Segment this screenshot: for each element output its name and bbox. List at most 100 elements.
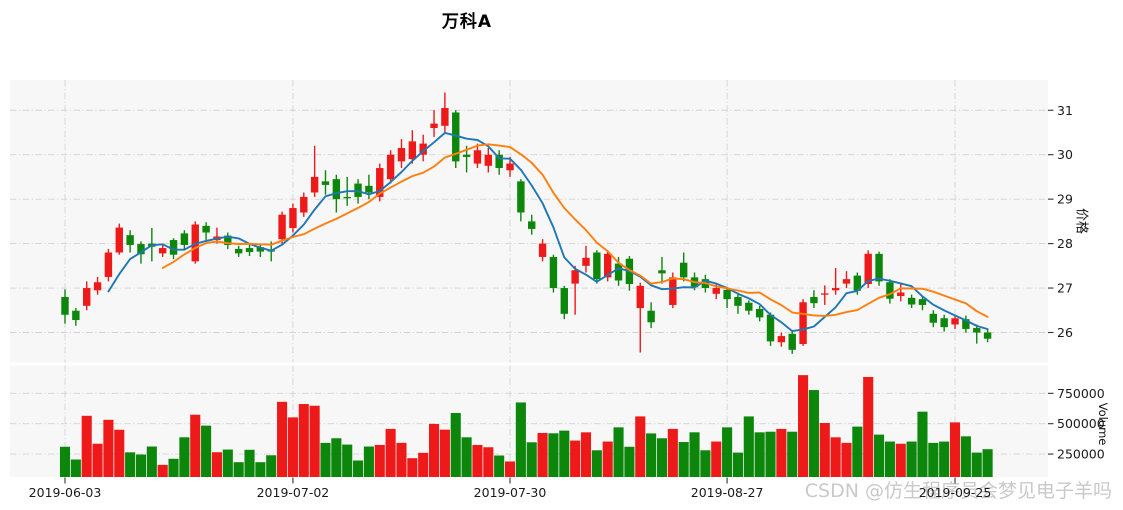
volume-bar (548, 433, 559, 477)
x-tick-label: 2019-07-30 (474, 485, 547, 500)
candle-body (582, 257, 590, 266)
candle-body (365, 185, 373, 193)
volume-bar (385, 428, 396, 477)
watermark: CSDN @仿生程序员会梦见电子羊吗 (805, 480, 1112, 502)
candle-body (907, 297, 916, 305)
volume-bar (917, 411, 928, 477)
volume-bar (537, 432, 548, 477)
volume-bar (70, 459, 81, 477)
volume-bar (222, 449, 233, 477)
candle-body (495, 154, 503, 169)
volume-bar (363, 446, 374, 477)
candle-body (636, 285, 644, 309)
volume-bar (450, 413, 461, 477)
volume-bar (146, 446, 157, 477)
volume-bar (428, 423, 440, 477)
x-tick-label: 2019-06-03 (29, 485, 102, 500)
volume-bar (808, 390, 819, 477)
volume-bar (874, 434, 885, 477)
volume-bar (494, 455, 505, 477)
price-tick-label: 29 (1057, 192, 1073, 207)
candle-body (647, 310, 655, 323)
candle-body (158, 248, 167, 254)
price-tick-label: 31 (1057, 103, 1073, 118)
candle-body (604, 253, 612, 278)
candle-body (549, 256, 558, 289)
volume-bar (971, 452, 982, 477)
candle-body (734, 296, 742, 306)
candle-body (452, 112, 460, 162)
price-axis-title: 价格 (1073, 207, 1089, 235)
chart-title: 万科A (441, 12, 493, 32)
volume-bar (863, 376, 874, 477)
volume-bar (841, 442, 852, 477)
candle-body (137, 244, 145, 255)
volume-tick-label: 500000 (1057, 416, 1105, 431)
candle-body (332, 179, 341, 200)
volume-bar (884, 441, 895, 477)
candle-body (506, 163, 514, 171)
volume-bar (266, 455, 277, 477)
volume-bar (765, 431, 776, 477)
volume-bar (320, 442, 331, 477)
candle-body (538, 243, 547, 257)
candle-body (224, 235, 232, 245)
volume-bar (201, 425, 212, 477)
candle-body (755, 308, 764, 318)
candle-body (777, 336, 786, 343)
candle-body (169, 240, 178, 255)
candle-body (875, 253, 883, 282)
volume-bar (59, 446, 71, 477)
candle-body (614, 263, 623, 281)
volume-bar (776, 428, 787, 477)
volume-bar (277, 401, 288, 477)
candle-body (962, 319, 970, 329)
candle-body (593, 252, 601, 280)
candle-body (766, 314, 775, 342)
candle-body (528, 221, 536, 229)
candle-body (343, 196, 351, 199)
volume-bar (700, 450, 711, 477)
volume-bar (233, 462, 244, 477)
volume-bar (190, 414, 201, 477)
price-tick-label: 27 (1057, 281, 1073, 296)
volume-bar (287, 417, 298, 477)
candle-body (658, 270, 666, 274)
candle-body (441, 108, 449, 126)
candle-body (983, 332, 992, 339)
candle-body (571, 270, 579, 284)
candle-body (386, 154, 395, 180)
volume-bar (624, 446, 635, 477)
volume-bar (135, 454, 147, 477)
volume-bar (515, 402, 526, 477)
candle-body (799, 302, 807, 345)
candle-body (104, 252, 113, 277)
candle-body (430, 123, 438, 129)
price-tick-label: 28 (1057, 236, 1073, 251)
candle-body (473, 150, 482, 164)
volume-bar (787, 431, 798, 477)
volume-bar (125, 452, 136, 477)
volume-bar (656, 438, 668, 477)
volume-bar (526, 442, 537, 477)
candle-body (115, 227, 123, 253)
volume-bar (168, 458, 179, 477)
candle-body (462, 154, 471, 157)
candle-body (376, 168, 384, 197)
x-tick-label: 2019-08-27 (691, 485, 764, 500)
candle-body (723, 289, 731, 300)
volume-bar (982, 449, 993, 477)
candle-body (679, 262, 688, 278)
price-tick-label: 30 (1057, 147, 1073, 162)
volume-bar (906, 441, 917, 477)
volume-bar (580, 432, 592, 477)
candle-body (397, 148, 406, 162)
x-tick-label: 2019-09-25 (919, 485, 992, 500)
candle-body (300, 196, 308, 213)
volume-bar (635, 416, 646, 477)
volume-bar (830, 437, 841, 477)
volume-bar (928, 442, 939, 477)
volume-bar (895, 443, 906, 477)
volume-tick-label: 750000 (1057, 386, 1105, 401)
